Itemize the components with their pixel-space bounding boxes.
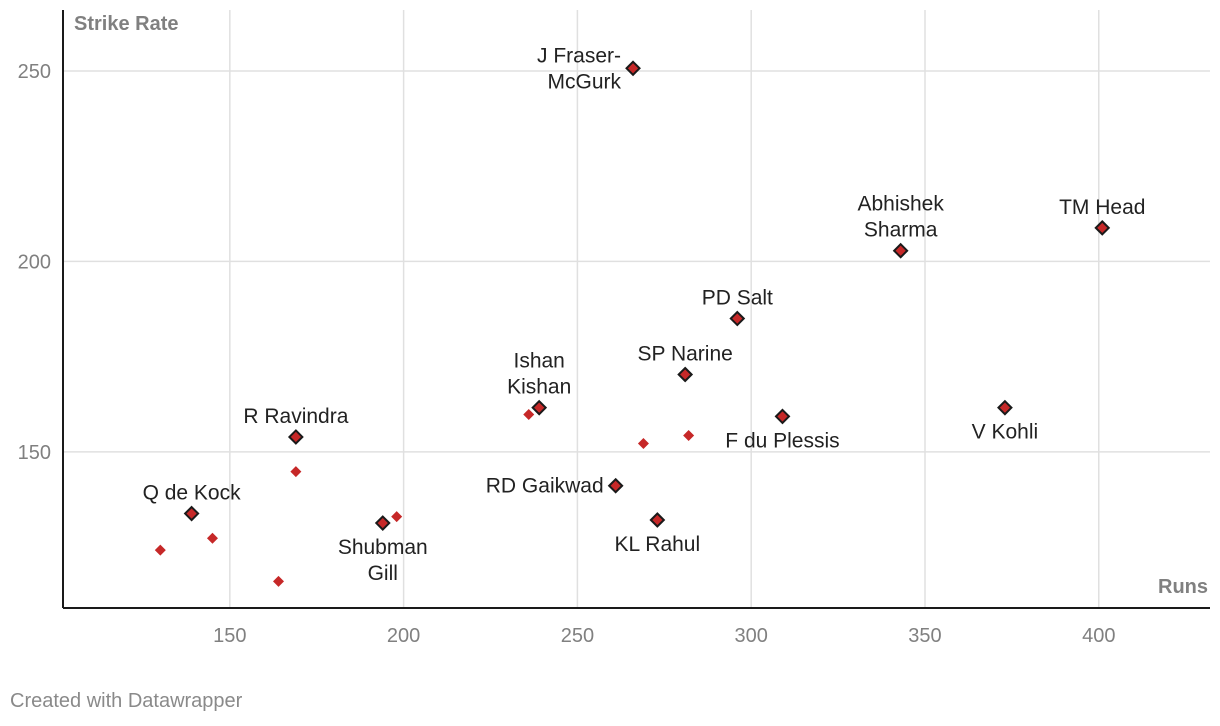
- data-point: [637, 437, 649, 449]
- point-label-line: Kishan: [507, 376, 571, 399]
- x-tick-label: 200: [387, 625, 420, 647]
- data-point-labeled: [625, 60, 641, 77]
- point-label-line: F du Plessis: [725, 429, 839, 452]
- point-labels: J Fraser- McGurk TM Head Abhishek Sharma PD S…: [143, 44, 1146, 585]
- point-label: TM Head: [1059, 196, 1145, 219]
- data-point-labeled: [374, 515, 391, 531]
- data-point-labeled: [531, 399, 548, 416]
- x-tick-label: 350: [908, 625, 941, 647]
- data-point: [290, 466, 302, 478]
- point-label-line: J Fraser-: [537, 44, 621, 67]
- x-tick-label: 300: [735, 625, 768, 647]
- data-point-labeled: [607, 477, 624, 494]
- data-point: [391, 511, 403, 523]
- point-label-line: V Kohli: [972, 421, 1039, 444]
- point-label-line: McGurk: [548, 70, 622, 93]
- data-point: [206, 532, 218, 544]
- x-tick-label: 250: [561, 625, 594, 647]
- point-label: Shubman Gill: [338, 536, 428, 585]
- point-label: PD Salt: [702, 287, 773, 310]
- point-label-line: R Ravindra: [243, 405, 348, 428]
- x-tick-label: 400: [1082, 625, 1115, 647]
- data-points: [154, 60, 1111, 587]
- data-point-labeled: [729, 310, 746, 327]
- point-label-line: Abhishek: [857, 193, 944, 216]
- point-label: RD Gaikwad: [486, 475, 604, 498]
- point-label: Ishan Kishan: [507, 350, 571, 399]
- data-point-labeled: [649, 512, 666, 528]
- point-label: V Kohli: [972, 421, 1039, 444]
- point-label: SP Narine: [637, 343, 732, 366]
- data-point-labeled: [774, 408, 791, 425]
- data-point-labeled: [287, 429, 304, 445]
- y-tick-label: 250: [18, 61, 51, 83]
- point-label-line: KL Rahul: [615, 533, 701, 556]
- point-label-line: Gill: [368, 562, 398, 585]
- point-label-line: RD Gaikwad: [486, 475, 604, 498]
- data-point: [154, 544, 166, 556]
- point-label: F du Plessis: [725, 429, 839, 452]
- y-tick-label: 200: [18, 251, 51, 273]
- x-tick-label: 150: [213, 625, 246, 647]
- y-tick-label: 150: [18, 442, 51, 464]
- point-label: J Fraser- McGurk: [537, 44, 622, 93]
- data-point-labeled: [1094, 219, 1111, 236]
- point-label-line: SP Narine: [637, 343, 732, 366]
- point-label-line: Sharma: [864, 219, 938, 242]
- footer-credit: Created with Datawrapper: [10, 690, 243, 712]
- point-label: R Ravindra: [243, 405, 348, 428]
- grid-lines: [63, 10, 1210, 608]
- point-label: Q de Kock: [143, 482, 242, 505]
- data-point-labeled: [892, 242, 909, 259]
- data-point-labeled: [183, 505, 200, 522]
- data-point: [683, 429, 695, 441]
- point-label-line: Ishan: [513, 350, 564, 373]
- x-axis-title: Runs: [1158, 576, 1208, 598]
- data-point: [272, 575, 284, 587]
- point-label-line: Shubman: [338, 536, 428, 559]
- point-label-line: TM Head: [1059, 196, 1145, 219]
- y-axis-title: Strike Rate: [74, 13, 179, 35]
- data-point-labeled: [997, 399, 1013, 416]
- data-point-labeled: [677, 366, 694, 383]
- axes: 150 200 250 300 350 400 150 200 250: [18, 10, 1210, 647]
- point-label: Abhishek Sharma: [857, 193, 944, 242]
- point-label-line: Q de Kock: [143, 482, 242, 505]
- point-label: KL Rahul: [615, 533, 701, 556]
- data-point: [523, 409, 535, 421]
- point-label-line: PD Salt: [702, 287, 773, 310]
